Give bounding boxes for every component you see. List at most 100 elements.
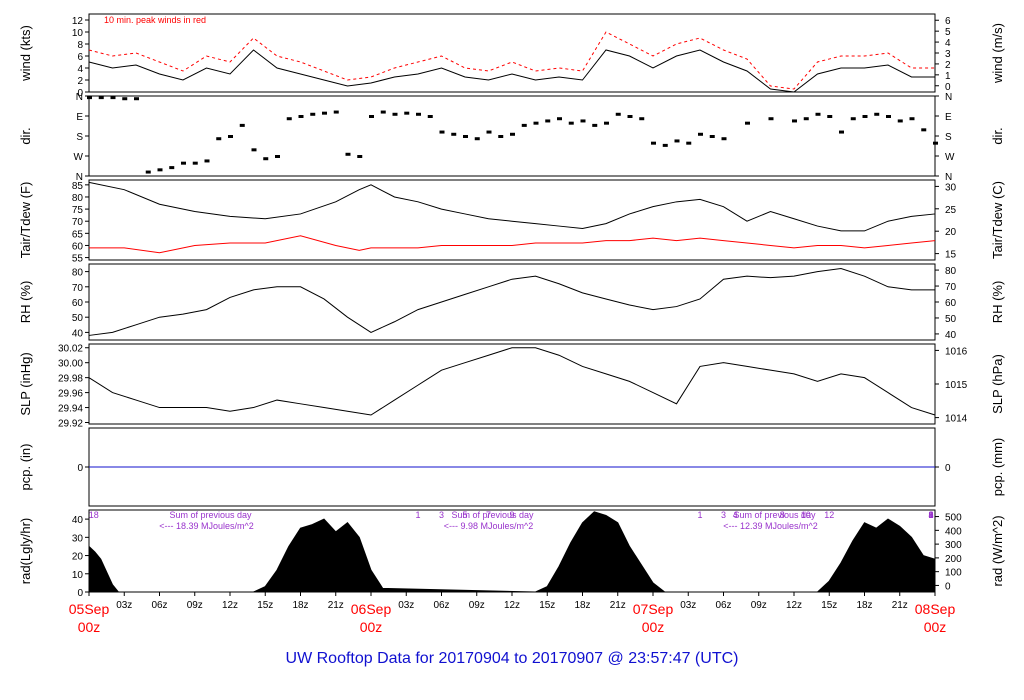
- dir-point: [192, 161, 198, 165]
- dir-point: [333, 110, 339, 114]
- dir-point: [357, 155, 363, 158]
- pcp-ytick-label-right: 0: [945, 463, 951, 474]
- dir-point: [134, 97, 139, 101]
- date-label: 05Sep: [69, 601, 110, 617]
- x-tick-label: 09z: [751, 600, 767, 611]
- dir-point: [662, 143, 668, 147]
- dir-point: [474, 137, 480, 141]
- x-tick-label: 03z: [116, 600, 132, 611]
- wind-ytick-label-right: 6: [945, 16, 951, 27]
- temp-panel-frame: [88, 179, 936, 261]
- rad-hour-marker: 1: [697, 510, 702, 520]
- dir-point: [510, 132, 515, 136]
- wind-ytick-label-left: 8: [77, 40, 83, 51]
- temp-ytick-label-right: 30: [945, 182, 957, 193]
- dir-point: [404, 111, 410, 115]
- temp-ytick-label-right: 25: [945, 205, 957, 216]
- dir-point: [416, 112, 421, 116]
- rh-ytick-label-left: 50: [72, 313, 84, 324]
- temp-ytick-label-left: 85: [72, 181, 84, 192]
- temp-ylabel-right: Tair/Tdew (C): [990, 181, 1005, 259]
- temp-ytick-label-left: 75: [72, 205, 84, 216]
- dir-point: [263, 157, 269, 161]
- dir-point: [545, 119, 551, 123]
- pcp-ylabel-right: pcp. (mm): [990, 438, 1005, 497]
- dir-point: [439, 130, 445, 134]
- x-tick-label: 15z: [539, 600, 555, 611]
- x-tick-label: 21z: [328, 600, 344, 611]
- dir-ytick-label-right: E: [945, 112, 952, 123]
- rh-ytick-label-left: 60: [72, 298, 84, 309]
- dir-point: [768, 117, 774, 121]
- dir-ylabel-right: dir.: [990, 127, 1005, 144]
- dir-point: [568, 121, 574, 125]
- wind-ytick-label-left: 6: [77, 52, 83, 63]
- rad-ytick-label-right: 0: [945, 581, 951, 592]
- rh-ytick-label-right: 80: [945, 266, 957, 277]
- dir-point: [251, 148, 257, 152]
- dir-point: [674, 139, 680, 143]
- rad-ylabel-right: rad (W/m^2): [990, 515, 1005, 586]
- dir-point: [745, 121, 750, 125]
- rad-hour-marker: 4: [928, 510, 933, 520]
- date-label: 08Sep: [915, 601, 956, 617]
- slp-ytick-label-left: 29.92: [58, 419, 83, 430]
- temp-ytick-label-left: 70: [72, 217, 84, 228]
- wind-line-mean: [88, 49, 935, 93]
- dir-ylabel-left: dir.: [18, 127, 33, 144]
- slp-ylabel-right: SLP (hPa): [990, 354, 1005, 414]
- temp-ylabel-left: Tair/Tdew (F): [18, 182, 33, 259]
- date-label: 06Sep: [351, 601, 392, 617]
- rh-ytick-label-left: 40: [72, 328, 84, 339]
- rad-hour-marker: 8: [928, 510, 933, 520]
- dir-ytick-label-left: N: [76, 172, 83, 183]
- figure-title: UW Rooftop Data for 20170904 to 20170907…: [285, 650, 739, 667]
- wind-ytick-label-left: 0: [77, 88, 83, 99]
- dir-ytick-label-left: W: [74, 152, 84, 163]
- rad-hour-marker: 10: [801, 510, 811, 520]
- dir-point: [533, 121, 539, 125]
- rad-hour-marker: 7: [486, 510, 491, 520]
- slp-panel-frame: [88, 343, 936, 425]
- dir-point: [486, 130, 492, 134]
- rad-ytick-label-left: 0: [77, 588, 83, 599]
- temp-ytick-label-left: 60: [72, 241, 84, 252]
- wind-ytick-label-right: 3: [945, 49, 951, 60]
- slp-ytick-label-right: 1014: [945, 414, 968, 425]
- pcp-ytick-label-left: 0: [77, 463, 83, 474]
- date-time-label: 00z: [360, 619, 383, 635]
- x-tick-label: 03z: [680, 600, 696, 611]
- dir-point: [615, 112, 621, 116]
- dir-ytick-label-left: E: [76, 112, 83, 123]
- dir-point: [874, 112, 880, 116]
- rh-ytick-label-right: 40: [945, 330, 957, 341]
- x-tick-label: 06z: [715, 600, 731, 611]
- dir-ytick-label-left: N: [76, 92, 83, 103]
- x-tick-label: 09z: [187, 600, 203, 611]
- rad-hour-marker: 9: [928, 510, 933, 520]
- temp-ytick-label-left: 55: [72, 254, 84, 265]
- dir-point: [592, 123, 598, 127]
- date-time-label: 00z: [924, 619, 947, 635]
- rad-annotation: <--- 12.39 MJoules/m^2: [723, 521, 818, 531]
- dir-point: [803, 117, 809, 121]
- rh-ytick-label-left: 70: [72, 283, 84, 294]
- dir-ytick-label-right: N: [945, 92, 952, 103]
- rh-ytick-label-right: 60: [945, 298, 957, 309]
- rh-ytick-label-right: 70: [945, 282, 957, 293]
- dir-point: [169, 166, 175, 170]
- slp-ytick-label-left: 29.96: [58, 389, 83, 400]
- rad-hour-marker: 2: [928, 510, 933, 520]
- x-tick-label: 12z: [786, 600, 802, 611]
- slp-ytick-label-left: 30.02: [58, 344, 83, 355]
- dir-point: [451, 132, 457, 136]
- dir-point: [815, 112, 821, 116]
- rad-annotation: <--- 18.39 MJoules/m^2: [159, 521, 254, 531]
- rad-annotation: Sum of previous day: [169, 510, 252, 520]
- dir-point: [122, 97, 128, 101]
- rad-area-radiation: [88, 511, 936, 593]
- wind-line-peak: [88, 31, 935, 90]
- date-time-label: 00z: [642, 619, 665, 635]
- x-tick-label: 12z: [222, 600, 238, 611]
- dir-point: [310, 112, 316, 116]
